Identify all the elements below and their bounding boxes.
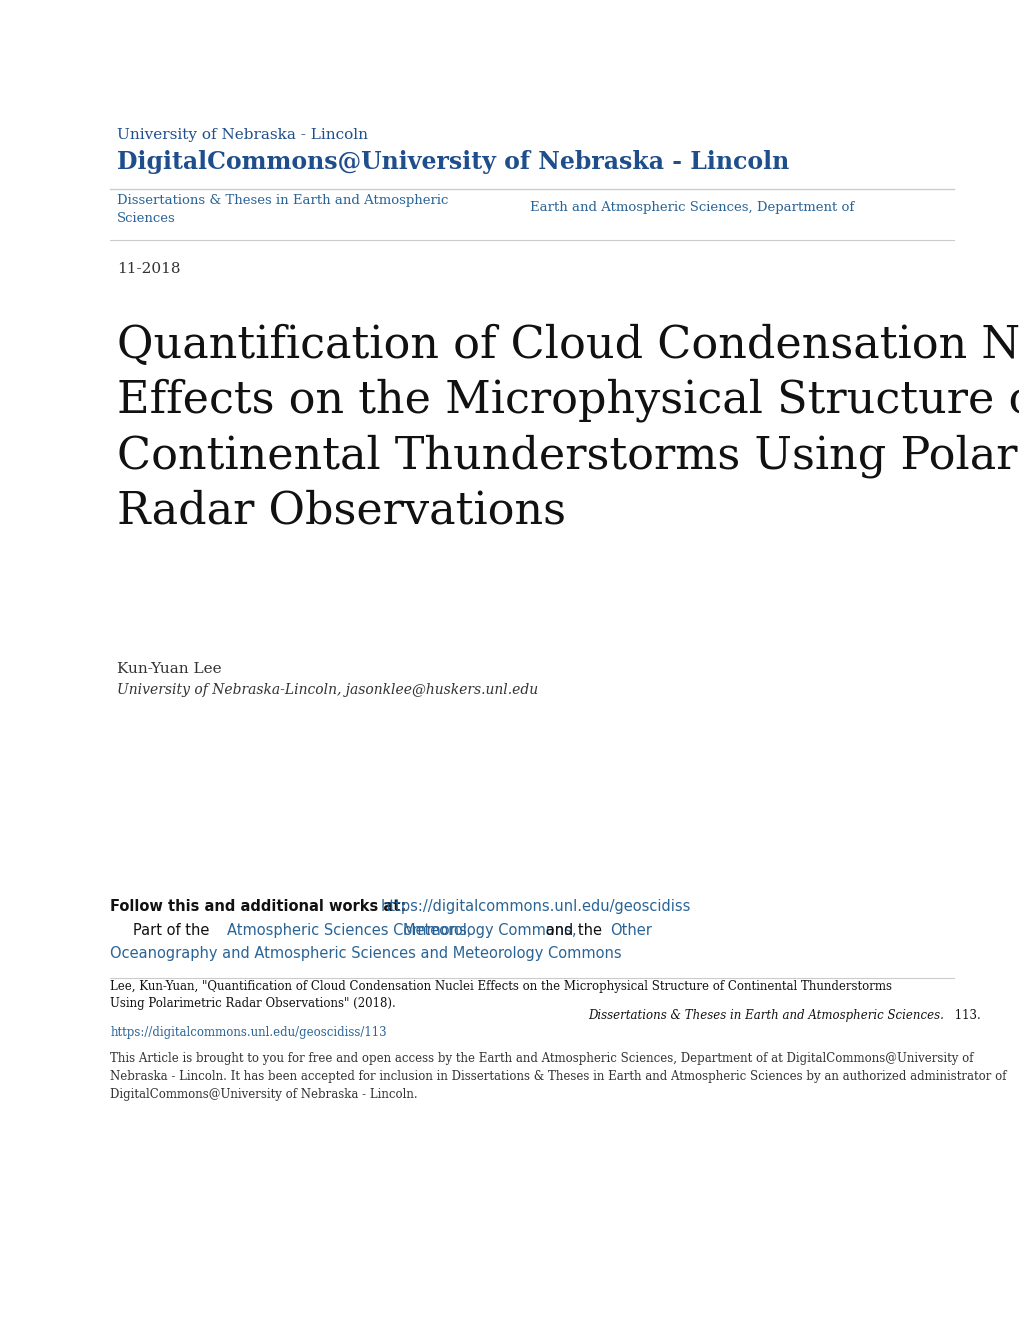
Text: Part of the: Part of the bbox=[132, 923, 213, 937]
Text: and the: and the bbox=[540, 923, 605, 937]
Text: https://digitalcommons.unl.edu/geoscidiss/113: https://digitalcommons.unl.edu/geoscidis… bbox=[110, 1026, 386, 1039]
Text: Kun-Yuan Lee: Kun-Yuan Lee bbox=[117, 663, 222, 676]
Text: Other: Other bbox=[609, 923, 651, 937]
Text: University of Nebraska - Lincoln: University of Nebraska - Lincoln bbox=[117, 128, 368, 141]
Text: Atmospheric Sciences Commons,: Atmospheric Sciences Commons, bbox=[227, 923, 472, 937]
Text: 113.: 113. bbox=[950, 1008, 979, 1022]
Text: This Article is brought to you for free and open access by the Earth and Atmosph: This Article is brought to you for free … bbox=[110, 1052, 1006, 1101]
Text: DigitalCommons@University of Nebraska - Lincoln: DigitalCommons@University of Nebraska - … bbox=[117, 150, 789, 174]
Text: Follow this and additional works at:: Follow this and additional works at: bbox=[110, 899, 411, 913]
Text: https://digitalcommons.unl.edu/geoscidiss: https://digitalcommons.unl.edu/geoscidis… bbox=[380, 899, 690, 913]
Text: Quantification of Cloud Condensation Nuclei
Effects on the Microphysical Structu: Quantification of Cloud Condensation Nuc… bbox=[117, 323, 1019, 533]
Text: Lee, Kun-Yuan, "Quantification of Cloud Condensation Nuclei Effects on the Micro: Lee, Kun-Yuan, "Quantification of Cloud … bbox=[110, 981, 892, 1010]
Text: Dissertations & Theses in Earth and Atmospheric
Sciences: Dissertations & Theses in Earth and Atmo… bbox=[117, 194, 448, 224]
Text: University of Nebraska-Lincoln, jasonklee@huskers.unl.edu: University of Nebraska-Lincoln, jasonkle… bbox=[117, 684, 538, 697]
Text: Oceanography and Atmospheric Sciences and Meteorology Commons: Oceanography and Atmospheric Sciences an… bbox=[110, 946, 622, 961]
Text: 11-2018: 11-2018 bbox=[117, 263, 180, 276]
Text: Meteorology Commons,: Meteorology Commons, bbox=[403, 923, 576, 937]
Text: Earth and Atmospheric Sciences, Department of: Earth and Atmospheric Sciences, Departme… bbox=[530, 201, 854, 214]
Text: Dissertations & Theses in Earth and Atmospheric Sciences.: Dissertations & Theses in Earth and Atmo… bbox=[588, 1008, 944, 1022]
